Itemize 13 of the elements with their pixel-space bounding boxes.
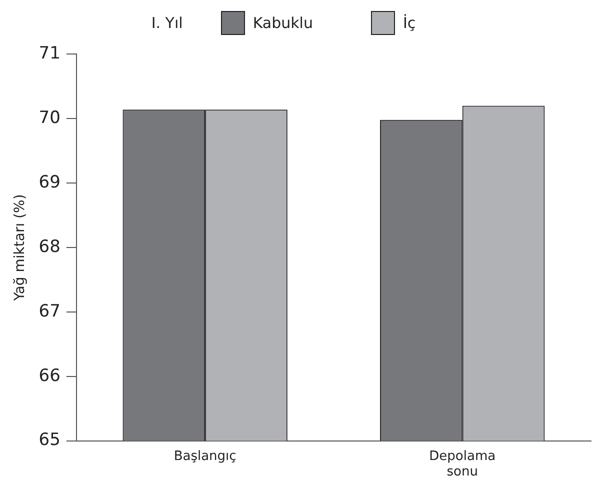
- y-tick-label: 71: [38, 44, 60, 64]
- y-tick-label: 70: [38, 108, 60, 128]
- legend-label: İç: [402, 14, 416, 32]
- x-tick-label: Başlangıç: [174, 448, 236, 464]
- legend-title: I. Yıl: [151, 14, 183, 32]
- y-tick-label: 65: [38, 430, 60, 450]
- y-tick-label: 66: [38, 366, 60, 386]
- y-tick-label: 67: [38, 301, 60, 322]
- y-axis-title: Yağ miktarı (%): [12, 194, 28, 302]
- y-tick-label: 69: [38, 172, 60, 192]
- x-tick-label: Depolama sonu: [429, 448, 496, 480]
- y-tick-label: 68: [38, 236, 60, 257]
- legend-label: Kabuklu: [252, 14, 313, 32]
